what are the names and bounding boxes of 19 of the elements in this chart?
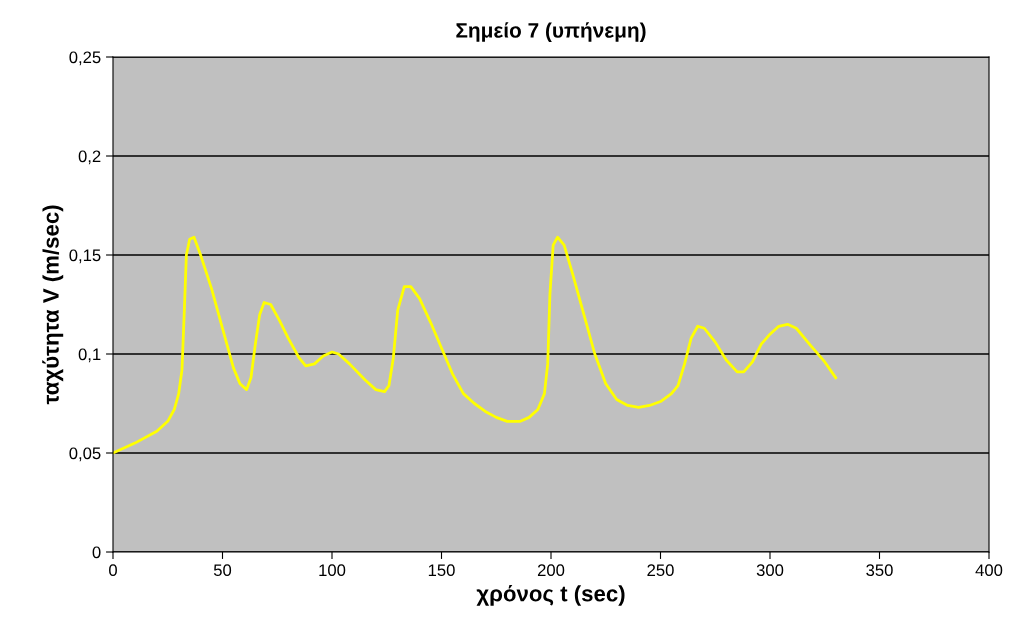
y-tick-label: 0,15 — [69, 249, 101, 264]
y-tick-label: 0,1 — [78, 348, 101, 363]
x-tick-label: 200 — [537, 564, 565, 577]
x-axis-title: χρόνος t (sec) — [476, 584, 625, 606]
x-tick-label: 0 — [109, 564, 117, 577]
x-tick-label: 50 — [213, 564, 232, 577]
line-series — [113, 235, 838, 455]
y-tick-label: 0,2 — [78, 150, 101, 165]
x-tick-label: 350 — [866, 564, 893, 577]
x-tick-label: 100 — [319, 564, 346, 577]
x-tick-label: 250 — [647, 564, 674, 577]
y-tick-label: 0,05 — [69, 447, 101, 462]
x-tick-label: 150 — [428, 564, 455, 577]
y-tick-label: 0,25 — [69, 51, 101, 66]
x-tick-label: 300 — [756, 564, 784, 577]
x-tick-label: 400 — [975, 564, 1003, 577]
chart-title: Σημείο 7 (υπήνεμη) — [456, 22, 646, 42]
y-axis-title: ταχύτητα V (m/sec) — [42, 205, 64, 405]
y-tick-label: 0 — [92, 546, 101, 559]
